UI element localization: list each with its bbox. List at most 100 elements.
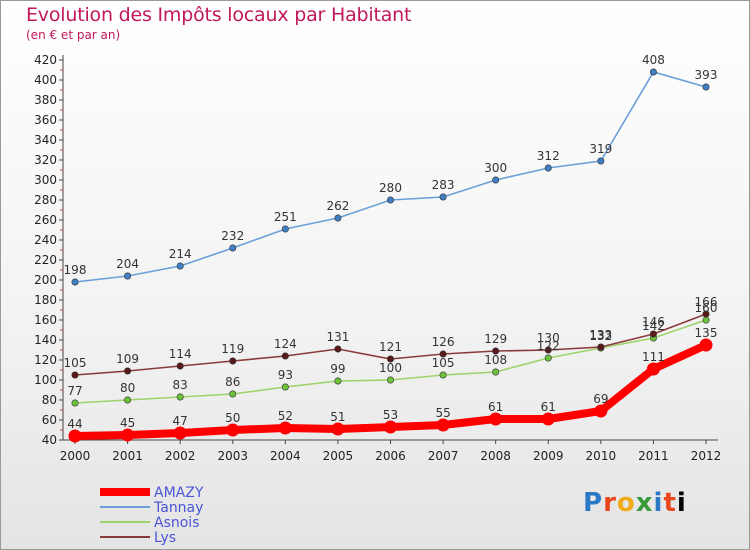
data-label-tannay: 408 [642, 53, 665, 67]
data-label-tannay: 300 [484, 161, 507, 175]
data-label-amazy: 50 [225, 411, 240, 425]
data-label-amazy: 53 [383, 408, 398, 422]
point-amazy [173, 426, 187, 440]
y-tick-label: 220 [34, 253, 57, 267]
data-label-amazy: 45 [120, 416, 135, 430]
data-label-lys: 146 [642, 315, 665, 329]
y-tick-label: 280 [34, 193, 57, 207]
point-amazy [436, 418, 450, 432]
data-label-amazy: 61 [488, 400, 503, 414]
point-amazy [646, 362, 660, 376]
point-amazy [278, 421, 292, 435]
point-amazy [541, 412, 555, 426]
point-asnois [71, 399, 79, 407]
point-lys [386, 355, 394, 363]
data-label-lys: 121 [379, 340, 402, 354]
data-label-amazy: 61 [541, 400, 556, 414]
point-lys [702, 310, 710, 318]
y-tick-label: 180 [34, 293, 57, 307]
point-lys [492, 347, 500, 355]
data-label-amazy: 52 [278, 409, 293, 423]
point-amazy [384, 420, 397, 434]
point-tannay [386, 196, 394, 204]
y-tick-label: 380 [34, 93, 57, 107]
point-tannay [649, 68, 657, 76]
data-label-tannay: 312 [537, 149, 560, 163]
data-label-tannay: 198 [64, 263, 87, 277]
point-asnois [334, 377, 342, 385]
point-amazy [331, 422, 345, 436]
y-tick-label: 260 [34, 213, 57, 227]
point-amazy [594, 404, 608, 418]
x-tick-label: 2008 [480, 449, 511, 463]
x-tick-label: 2002 [165, 449, 196, 463]
y-tick-label: 300 [34, 173, 57, 187]
data-label-tannay: 251 [274, 210, 297, 224]
point-tannay [702, 83, 710, 91]
data-label-lys: 130 [537, 331, 560, 345]
data-label-asnois: 132 [589, 329, 612, 343]
data-label-asnois: 83 [173, 378, 188, 392]
data-label-amazy: 111 [642, 350, 665, 364]
legend-label-asnois: Asnois [154, 515, 200, 531]
point-asnois [281, 383, 289, 391]
data-label-amazy: 47 [173, 414, 188, 428]
data-label-asnois: 80 [120, 381, 135, 395]
point-asnois [702, 316, 710, 324]
data-label-asnois: 122 [537, 339, 560, 353]
y-tick-label: 320 [34, 153, 57, 167]
data-label-amazy: 51 [330, 410, 345, 424]
point-asnois [439, 371, 447, 379]
data-label-lys: 119 [221, 342, 244, 356]
data-label-lys: 109 [116, 352, 139, 366]
point-tannay [597, 157, 605, 165]
proxiti-logo: Proxiti [583, 488, 687, 518]
data-label-amazy: 135 [695, 326, 718, 340]
chart-subtitle: (en € et par an) [26, 28, 121, 42]
point-tannay [71, 278, 79, 286]
y-tick-label: 420 [34, 53, 57, 67]
data-label-tannay: 232 [221, 229, 244, 243]
x-tick-label: 2003 [217, 449, 248, 463]
data-label-lys: 129 [484, 332, 507, 346]
point-tannay [439, 193, 447, 201]
point-lys [544, 346, 552, 354]
data-label-asnois: 108 [484, 353, 507, 367]
y-tick-label: 60 [42, 413, 57, 427]
data-label-amazy: 69 [593, 392, 608, 406]
y-tick-label: 360 [34, 113, 57, 127]
data-label-asnois: 86 [225, 375, 240, 389]
x-tick-label: 2007 [428, 449, 459, 463]
data-label-lys: 114 [169, 347, 192, 361]
point-asnois [386, 376, 394, 384]
point-lys [334, 345, 342, 353]
data-label-asnois: 142 [642, 319, 665, 333]
chart-title: Evolution des Impôts locaux par Habitant [26, 4, 412, 26]
y-tick-label: 200 [34, 273, 57, 287]
data-label-tannay: 393 [695, 68, 718, 82]
y-tick-label: 120 [34, 353, 57, 367]
data-label-tannay: 280 [379, 181, 402, 195]
y-tick-label: 140 [34, 333, 57, 347]
data-label-tannay: 262 [326, 199, 349, 213]
point-asnois [176, 393, 184, 401]
y-tick-label: 100 [34, 373, 57, 387]
data-label-asnois: 160 [695, 301, 718, 315]
data-label-asnois: 93 [278, 368, 293, 382]
data-label-lys: 133 [589, 328, 612, 342]
y-tick-label: 160 [34, 313, 57, 327]
y-tick-label: 400 [34, 73, 57, 87]
point-lys [124, 367, 132, 375]
legend-label-tannay: Tannay [153, 500, 203, 516]
x-tick-label: 2009 [533, 449, 564, 463]
point-lys [597, 343, 605, 351]
point-amazy [121, 428, 135, 442]
y-tick-label: 240 [34, 233, 57, 247]
legend-label-lys: Lys [154, 530, 176, 546]
data-label-asnois: 77 [67, 384, 82, 398]
x-tick-label: 2006 [375, 449, 406, 463]
x-tick-label: 2012 [691, 449, 722, 463]
point-asnois [229, 390, 237, 398]
point-tannay [544, 164, 552, 172]
